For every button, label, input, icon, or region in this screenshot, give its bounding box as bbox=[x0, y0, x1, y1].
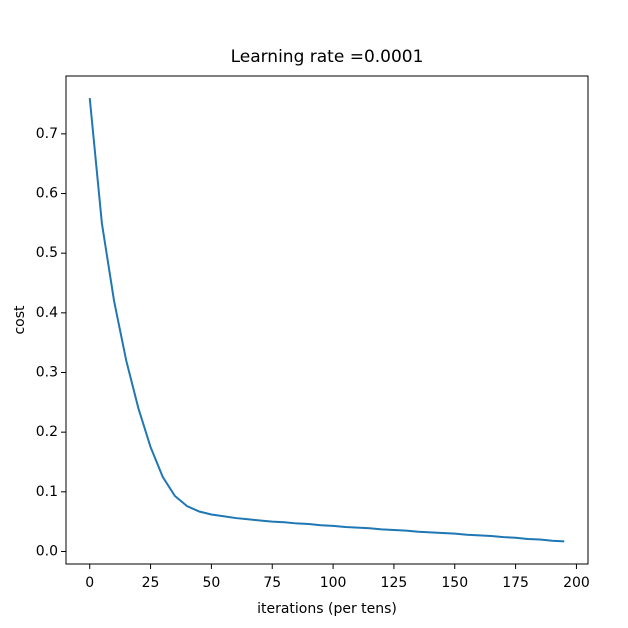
y-tick-label: 0.3 bbox=[36, 364, 58, 380]
x-tick-label: 125 bbox=[381, 575, 408, 591]
x-tick-label: 150 bbox=[441, 575, 468, 591]
x-tick-label: 0 bbox=[85, 575, 94, 591]
x-tick-label: 25 bbox=[142, 575, 160, 591]
y-tick-label: 0.2 bbox=[36, 424, 58, 440]
line-series bbox=[88, 97, 565, 543]
x-tick-label: 50 bbox=[202, 575, 220, 591]
x-tick-label: 175 bbox=[502, 575, 529, 591]
chart-title: Learning rate =0.0001 bbox=[231, 47, 424, 67]
y-tick-label: 0.1 bbox=[36, 484, 58, 500]
x-axis-label: iterations (per tens) bbox=[257, 601, 397, 617]
y-tick-label: 0.7 bbox=[36, 126, 58, 142]
y-tick-label: 0.0 bbox=[36, 543, 58, 559]
y-tick-label: 0.6 bbox=[36, 186, 58, 202]
y-axis-label: cost bbox=[12, 305, 28, 335]
y-tick-label: 0.4 bbox=[36, 305, 58, 321]
x-tick-label: 200 bbox=[563, 575, 590, 591]
y-tick-label: 0.5 bbox=[36, 245, 58, 261]
x-tick-label: 75 bbox=[263, 575, 281, 591]
x-tick-label: 100 bbox=[320, 575, 347, 591]
plot-frame bbox=[65, 75, 589, 565]
